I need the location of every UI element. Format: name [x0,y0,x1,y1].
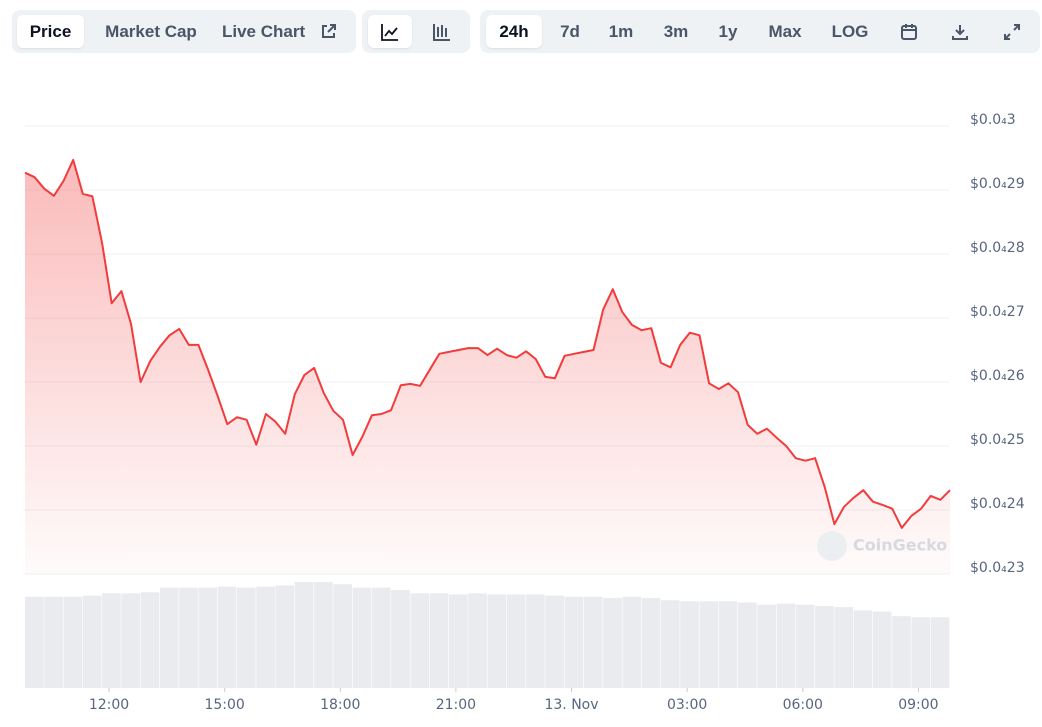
volume-bar [275,585,295,688]
range-button[interactable]: 1y [718,22,738,41]
volume-bar [776,603,796,688]
x-tick-label: 03:00 [667,697,707,713]
range-button[interactable]: 1m [608,22,634,41]
volume-bar [63,596,83,688]
volume-bar [102,593,121,688]
volume-bar [834,607,854,688]
volume-bar [487,594,507,688]
volume-bar [256,586,275,688]
tab-group: Price Market Cap Live Chart [12,10,356,53]
volume-bar [44,596,63,688]
tab-button[interactable]: Market Cap [105,22,197,41]
calendar-button[interactable] [890,15,928,48]
y-tick-label: $0.0₄29 [970,176,1025,192]
range-group: 24h 7d 1m 3m 1y Max LOG [480,10,1040,53]
price-line [24,158,951,529]
price-area [25,159,950,574]
volume-bar [294,581,314,688]
volume-bar [930,617,950,688]
volume-bar [795,604,815,688]
volume-bar [314,581,333,688]
volume-bar [545,595,564,688]
volume-bar [140,592,160,688]
y-tick-label: $0.0₄28 [970,240,1025,256]
chart-type-group [362,10,470,53]
y-tick-label: $0.0₄23 [970,560,1025,576]
candle-chart-button[interactable] [420,15,464,48]
tab-button[interactable]: Live Chart [222,22,306,41]
volume-bar [121,593,141,688]
y-tick-label: $0.0₄26 [970,368,1025,384]
volume-bar [371,587,391,688]
volume-bar [236,587,256,688]
tab-button[interactable]: Price [17,15,84,48]
volume-bar [333,584,353,688]
x-tick-label: 21:00 [436,697,476,713]
volume-bar [448,594,468,688]
volume-bar [911,617,931,688]
volume-bar [815,605,834,688]
volume-bar [468,593,487,688]
range-button[interactable]: 3m [663,22,689,41]
range-button[interactable]: 24h [486,15,542,48]
volume-bar [410,593,430,688]
range-button[interactable]: 7d [560,22,580,41]
download-button[interactable] [941,15,979,48]
volume-bar [159,587,179,688]
volume-bar [391,589,410,688]
range-button[interactable]: Max [768,22,802,41]
fullscreen-button[interactable] [993,15,1031,48]
volume-bar [872,611,892,688]
volume-bar [718,601,738,688]
volume-bar [583,596,603,688]
volume-bar [641,597,661,688]
volume-bar [853,610,873,688]
volume-bar [429,593,449,688]
volume-bar [699,601,719,688]
x-tick-label: 15:00 [204,697,244,713]
external-icon [322,24,336,38]
volume-bar [738,602,757,688]
volume-bar [179,587,198,688]
volume-bar [660,600,680,688]
y-tick-label: $0.0₄3 [970,112,1016,128]
volume-bar [892,616,911,688]
y-tick-label: $0.0₄24 [970,496,1025,512]
x-tick-label: 13. Nov [544,697,598,713]
line-chart-button[interactable] [368,15,412,48]
volume-bar [25,596,44,688]
volume-bar [526,594,545,688]
volume-bar [352,587,372,688]
volume-bar [680,601,699,688]
x-tick-label: 12:00 [89,697,129,713]
range-button[interactable]: LOG [831,22,869,41]
volume-bar [757,604,776,688]
volume-bar [564,596,584,688]
x-tick-label: 18:00 [320,697,360,713]
volume-bar [198,587,218,688]
y-tick-label: $0.0₄27 [970,304,1025,320]
watermark-logo [817,531,847,561]
x-tick-label: 09:00 [898,697,938,713]
volume-bar [506,594,526,688]
volume-bar [603,597,622,688]
volume-bar [217,586,237,688]
y-tick-label: $0.0₄25 [970,432,1025,448]
volume-bar [82,595,102,688]
x-tick-label: 06:00 [783,697,823,713]
volume-bar [622,596,642,688]
watermark: CoinGecko [853,536,947,555]
